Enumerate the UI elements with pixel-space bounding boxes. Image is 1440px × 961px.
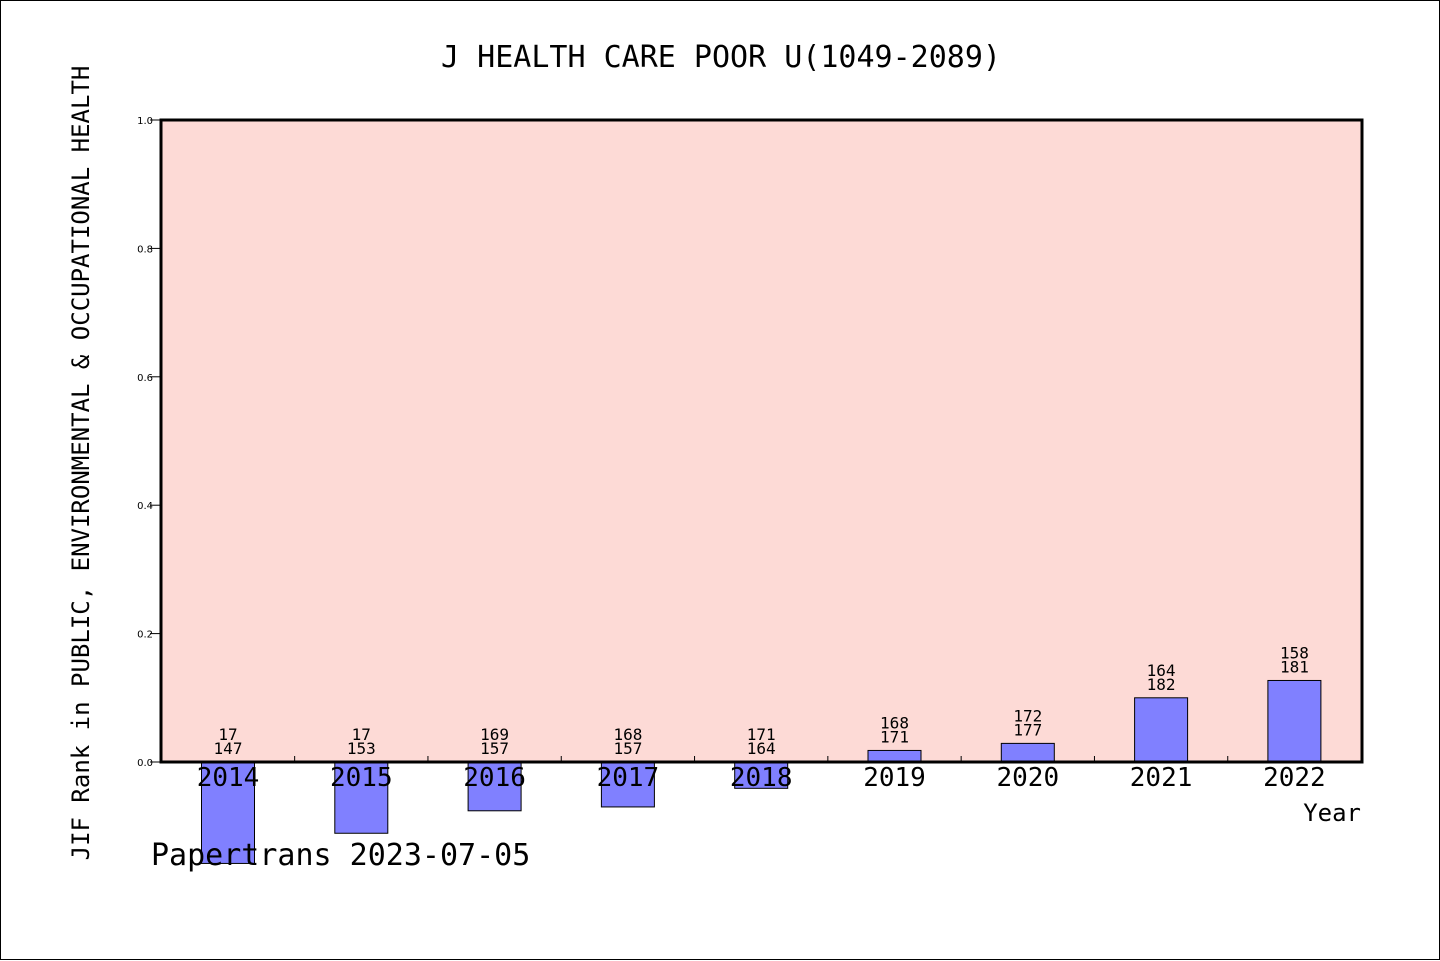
bar-2022 <box>1267 679 1322 763</box>
bar-2017 <box>600 761 655 808</box>
data-label-total: 171 <box>880 727 909 746</box>
x-tick-label: 2016 <box>463 763 526 793</box>
x-axis-label: Year <box>1303 799 1361 827</box>
y-axis-ticks: 0.0 0.2 0.4 0.6 0.8 1.0 <box>137 116 161 769</box>
y-axis-label: JIF Rank in PUBLIC, ENVIRONMENTAL & OCCU… <box>67 66 95 861</box>
y-tick-label: 0.2 <box>137 630 153 641</box>
data-label-rank: 168 <box>613 725 642 744</box>
data-label-total: 157 <box>480 739 509 758</box>
x-tick-label: 2017 <box>597 763 660 793</box>
plot-border <box>159 118 1364 764</box>
data-label-rank: 17 <box>352 725 371 744</box>
footer-credit: Papertrans 2023-07-05 <box>151 838 530 873</box>
y-tick-label: 0.6 <box>137 373 153 384</box>
y-tick-label: 1.0 <box>137 116 153 127</box>
x-tick-labels: 2014 2015 2016 2017 2018 2019 2020 2021 2022 <box>197 763 1326 793</box>
x-tick-label: 2018 <box>730 763 793 793</box>
data-label-total: 147 <box>214 739 243 758</box>
x-tick-label: 2015 <box>330 763 393 793</box>
data-label-total: 182 <box>1147 675 1176 694</box>
y-tick-label: 0.0 <box>137 758 153 769</box>
x-tick-label: 2014 <box>197 763 260 793</box>
data-label-total: 164 <box>747 739 776 758</box>
data-label-rank: 169 <box>480 725 509 744</box>
data-label-total: 181 <box>1280 657 1309 676</box>
x-tick-label: 2022 <box>1263 763 1326 793</box>
data-label-rank: 17 <box>218 725 237 744</box>
data-label-rank: 158 <box>1280 643 1309 662</box>
plot-area <box>161 120 1362 762</box>
data-label-total: 177 <box>1013 720 1042 739</box>
data-label-rank: 172 <box>1013 706 1042 725</box>
data-label-total: 153 <box>347 739 376 758</box>
bar-2015 <box>334 761 389 834</box>
x-tick-label: 2021 <box>1130 763 1193 793</box>
y-tick-label: 0.8 <box>137 244 153 255</box>
data-label-rank: 171 <box>747 725 776 744</box>
bar-2018 <box>734 761 789 789</box>
y-tick-label: 0.4 <box>137 501 153 512</box>
data-label-total: 157 <box>613 739 642 758</box>
chart-title: J HEALTH CARE POOR U(1049-2089) <box>441 40 1001 75</box>
bar-2021 <box>1134 697 1189 763</box>
bar-2019 <box>867 749 922 763</box>
bar-2020 <box>1000 742 1055 763</box>
data-label-rank: 168 <box>880 713 909 732</box>
x-tick-label: 2019 <box>863 763 926 793</box>
data-label-rank: 164 <box>1147 661 1176 680</box>
data-labels: 1714717153169157168157171164168171172177… <box>214 643 1309 758</box>
x-tick-label: 2020 <box>996 763 1059 793</box>
bar-2014 <box>201 761 255 864</box>
